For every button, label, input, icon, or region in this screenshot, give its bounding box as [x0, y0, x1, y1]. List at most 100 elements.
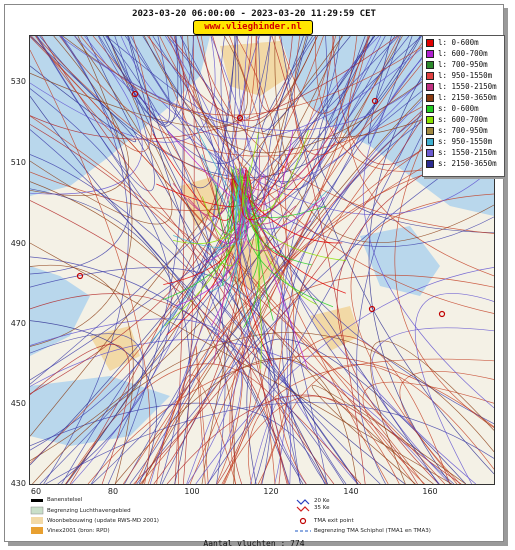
flight-track [142, 36, 439, 484]
legend-label: s: 0-600m [438, 104, 479, 113]
x-tick-120: 120 [263, 487, 279, 496]
legend-item: s: 2150-3650m [426, 159, 497, 169]
airport-boundary-symbol [30, 506, 44, 515]
flight-track [261, 36, 351, 132]
flight-track [207, 36, 458, 484]
legend-label: s: 700-950m [438, 126, 488, 135]
flight-track [30, 242, 453, 484]
flight-track [35, 36, 152, 153]
legend-item: l: 950-1550m [426, 71, 492, 81]
flight-track [249, 395, 291, 484]
flight-count: Aantal vluchten : 774 [203, 539, 305, 548]
legend-label: s: 2150-3650m [438, 159, 497, 168]
legend-swatch [426, 83, 434, 91]
flight-track [123, 36, 428, 484]
flight-track [196, 36, 494, 234]
legend-swatch [426, 50, 434, 58]
flight-track [195, 267, 494, 484]
flight-track [124, 36, 410, 484]
flight-track [30, 264, 134, 484]
flight-track [91, 36, 401, 484]
flight-track [32, 332, 494, 484]
flight-track [74, 36, 494, 215]
flight-track [241, 149, 261, 209]
legend-swatch [426, 116, 434, 124]
flight-track [235, 171, 248, 239]
tma-exit-point [236, 114, 244, 122]
y-tick-490: 490 [10, 239, 26, 248]
flight-track [317, 36, 494, 234]
map-frame: 2023-03-20 06:00:00 - 2023-03-20 11:29:5… [4, 4, 505, 548]
y-tick-430: 430 [10, 479, 26, 488]
legend-label: l: 600-700m [438, 49, 488, 58]
flight-track [231, 48, 494, 484]
legend-item: s: 1550-2150m [426, 148, 497, 158]
y-tick-450: 450 [10, 399, 26, 408]
flight-track [171, 36, 477, 484]
flight-track [98, 36, 271, 164]
flight-track [36, 36, 155, 191]
tma-exit-symbol [299, 517, 307, 525]
flight-track [153, 36, 243, 484]
flight-track [30, 36, 343, 437]
x-tick-160: 160 [422, 487, 438, 496]
flight-track [125, 36, 272, 484]
legend-item: l: 600-700m [426, 49, 488, 59]
flight-track [102, 36, 179, 127]
flight-track [237, 36, 272, 119]
flight-track [229, 274, 494, 484]
x-tick-100: 100 [184, 487, 200, 496]
legend-item: l: 0-600m [426, 38, 479, 48]
flight-track [281, 36, 370, 484]
flight-track [368, 36, 413, 144]
flight-track [277, 39, 494, 484]
flight-track [177, 374, 236, 484]
legend-swatch [426, 39, 434, 47]
legend-swatch [426, 72, 434, 80]
flight-track [350, 193, 494, 484]
flight-track [414, 293, 494, 484]
vinex-symbol [31, 527, 43, 534]
flight-track [275, 397, 362, 484]
flight-track [176, 167, 250, 307]
flight-track [165, 36, 252, 484]
legend-swatch [426, 94, 434, 102]
flight-track [128, 36, 236, 189]
flight-track [271, 36, 366, 484]
flight-track [30, 88, 172, 484]
flight-track [239, 168, 278, 227]
west-water [30, 266, 90, 356]
flight-track [249, 184, 260, 280]
noise-contour-red-symbol [296, 506, 310, 512]
flight-track [318, 36, 396, 168]
flight-track [37, 36, 381, 484]
flight-track [130, 36, 494, 247]
flight-track [243, 181, 325, 230]
legend-label: l: 0-600m [438, 38, 479, 47]
legend-item: l: 1550-2150m [426, 82, 497, 92]
noise-contour-b-label: 35 Ke [314, 505, 330, 511]
legend-label: l: 1550-2150m [438, 82, 497, 91]
time-range-title: 2023-03-20 06:00:00 - 2023-03-20 11:29:5… [132, 9, 376, 19]
flight-track [243, 36, 461, 182]
map-canvas [30, 36, 494, 484]
tma-exit-point [131, 90, 139, 98]
noise-contour-a-label: 20 Ke [314, 498, 330, 504]
site-badge[interactable]: www.vlieghinder.nl [193, 20, 313, 35]
flight-track-map[interactable] [29, 35, 495, 485]
x-tick-80: 80 [107, 487, 119, 496]
tma-exit-point [438, 310, 446, 318]
flight-track [201, 36, 307, 484]
flight-track [30, 36, 216, 143]
flight-track [234, 166, 256, 338]
y-tick-510: 510 [10, 158, 26, 167]
housing-symbol [31, 517, 43, 524]
legend-label: l: 700-950m [438, 60, 488, 69]
legend-item: l: 700-950m [426, 60, 488, 70]
legend-swatch [426, 138, 434, 146]
legend-swatch [426, 160, 434, 168]
flight-track [232, 36, 358, 484]
flight-track [80, 36, 439, 116]
flight-track [143, 36, 318, 132]
runway-label: Banenstelsel [47, 497, 83, 503]
